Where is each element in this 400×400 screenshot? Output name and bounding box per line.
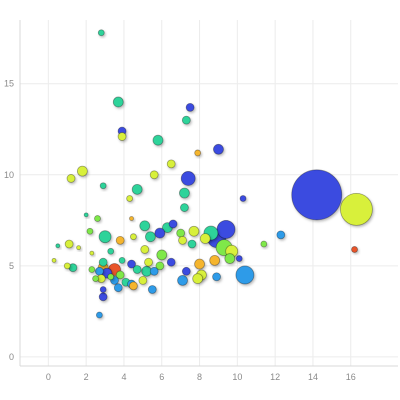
bubble-point [168, 219, 178, 229]
bubble-point [235, 265, 255, 285]
y-tick-label: 0 [9, 352, 14, 362]
bubble-point [194, 149, 202, 157]
bubble-point [131, 183, 143, 195]
gridlines [20, 20, 398, 366]
bubble-point [94, 266, 104, 276]
bubble-point [149, 266, 159, 276]
bubble-point [192, 273, 204, 284]
bubble-point [115, 235, 125, 245]
bubble-point [138, 276, 148, 285]
bubble-point [178, 235, 187, 245]
bubble-point [149, 170, 159, 180]
bubble-point [235, 255, 243, 262]
bubble-point [128, 281, 138, 291]
bubble-point [276, 230, 286, 240]
x-tick-label: 8 [197, 372, 202, 382]
bubble-point [83, 212, 89, 218]
bubble-point [181, 266, 191, 276]
x-tick-label: 6 [159, 372, 164, 382]
x-tick-label: 0 [46, 372, 51, 382]
bubble-point [224, 253, 236, 264]
bubble-point [89, 250, 95, 256]
bubble-point [216, 220, 236, 239]
bubble-point [179, 187, 190, 199]
bubble-point [140, 245, 150, 254]
bubble-point [239, 195, 247, 202]
bubble-point [98, 257, 108, 267]
bubble-point [154, 227, 166, 239]
x-tick-label: 10 [232, 372, 242, 382]
bubble-point [260, 240, 268, 248]
bubble-point [97, 29, 105, 37]
x-tick-label: 12 [270, 372, 280, 382]
bubble-point [112, 96, 124, 108]
bubble-point [126, 195, 134, 202]
bubble-point [194, 258, 205, 270]
bubble-point [115, 270, 125, 280]
bubble-point [340, 192, 373, 226]
bubble-point [152, 134, 164, 146]
bubble-point [156, 249, 168, 261]
bubble-point [132, 265, 142, 274]
y-tick-label: 5 [9, 261, 14, 271]
bubble-point [199, 233, 211, 244]
bubble-point [176, 228, 186, 238]
bubble-point [88, 266, 96, 273]
bubble-point [166, 159, 176, 169]
bubble-point [127, 259, 136, 269]
x-tick-label: 4 [121, 372, 126, 382]
bubble-point [212, 272, 221, 282]
bubble-point [129, 233, 137, 241]
bubble-point [51, 257, 57, 263]
x-tick-label: 16 [346, 372, 356, 382]
bubble-point [117, 132, 127, 141]
bubble-point [92, 275, 99, 282]
bubble-point [155, 261, 165, 271]
bubble-point [291, 169, 343, 221]
bubble-point [188, 225, 200, 237]
axes [19, 20, 398, 367]
bubble-point [144, 257, 153, 267]
bubble-point [107, 247, 115, 255]
bubble-point [185, 103, 195, 112]
bubble-point [147, 285, 157, 294]
bubble-point [145, 231, 156, 243]
x-tick-label: 2 [84, 372, 89, 382]
y-tick-label: 15 [4, 79, 14, 89]
bubble-point [166, 257, 176, 267]
bubble-point [94, 215, 101, 222]
bubble-point [55, 243, 61, 249]
bubble-point [99, 286, 107, 293]
x-tick-label: 14 [308, 372, 318, 382]
bubble-point [86, 227, 94, 235]
bubble-point [177, 275, 188, 286]
bubble-point [64, 239, 74, 249]
bubble-point [98, 292, 108, 302]
bubbles [51, 29, 373, 319]
bubble-point [139, 220, 151, 232]
bubble-point [76, 245, 81, 251]
bubble-point [66, 174, 76, 183]
bubble-point [181, 115, 191, 125]
y-tick-label: 10 [4, 170, 14, 180]
bubble-point [76, 165, 88, 177]
bubble-point [118, 256, 126, 264]
bubble-point [129, 216, 134, 221]
bubble-point [187, 239, 197, 249]
bubble-point [113, 283, 123, 293]
bubble-point [95, 311, 103, 319]
bubble-point [213, 143, 224, 155]
bubble-point [180, 171, 196, 186]
bubble-point [63, 262, 71, 270]
bubble-point [99, 182, 107, 190]
bubble-point [180, 203, 189, 212]
bubble-point [351, 246, 358, 253]
bubble-point [209, 254, 221, 266]
bubble-point [107, 273, 115, 281]
bubble-point [98, 230, 112, 244]
tick-labels: 0 2 4 6 8 10 12 14 16 0 5 10 15 [4, 79, 356, 382]
